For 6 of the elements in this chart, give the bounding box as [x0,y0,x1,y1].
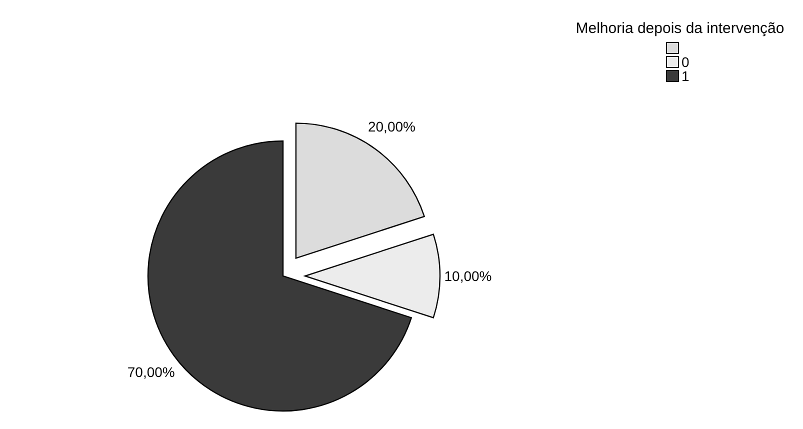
legend-label: 0 [680,54,690,70]
legend-title: Melhoria depois da intervenção [574,20,786,37]
data-label: 10,00% [444,268,492,284]
data-label: 70,00% [127,364,175,380]
data-label: 20,00% [368,118,416,134]
legend-label: 1 [680,68,690,84]
